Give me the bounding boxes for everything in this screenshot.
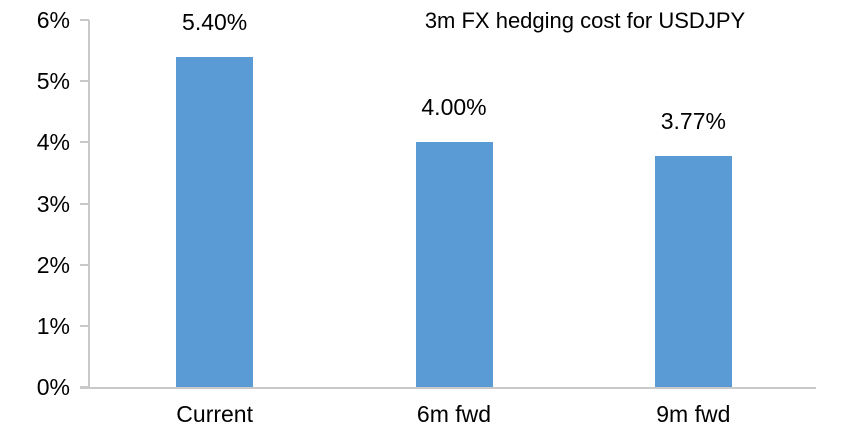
data-label: 4.00% [421, 94, 487, 121]
bar-current [176, 56, 254, 387]
y-tick-mark [80, 19, 89, 21]
y-tick-label: 2% [36, 251, 70, 278]
x-axis-label: 9m fwd [656, 401, 731, 427]
x-axis-line [80, 387, 816, 389]
y-tick-label: 5% [36, 68, 70, 95]
chart-title: 3m FX hedging cost for USDJPY [424, 8, 746, 33]
y-tick-label: 3% [36, 190, 70, 217]
y-tick-label: 6% [36, 7, 70, 33]
y-tick-mark [80, 141, 89, 144]
y-tick-mark [80, 202, 89, 205]
y-tick-label: 4% [36, 129, 70, 156]
data-label: 5.40% [182, 8, 248, 35]
y-tick-mark [80, 263, 89, 266]
x-axis-label: 6m fwd [416, 401, 492, 427]
bar-9m-fwd [654, 156, 732, 387]
y-tick-label: 1% [36, 312, 70, 339]
x-axis-label: Current [176, 401, 253, 427]
data-label: 3.77% [660, 108, 726, 135]
bar-6m-fwd [415, 142, 493, 387]
y-tick-mark [80, 80, 89, 83]
y-tick-mark [80, 386, 89, 388]
y-tick-label: 0% [36, 374, 70, 400]
y-axis-line [88, 20, 90, 389]
y-tick-mark [80, 324, 89, 327]
